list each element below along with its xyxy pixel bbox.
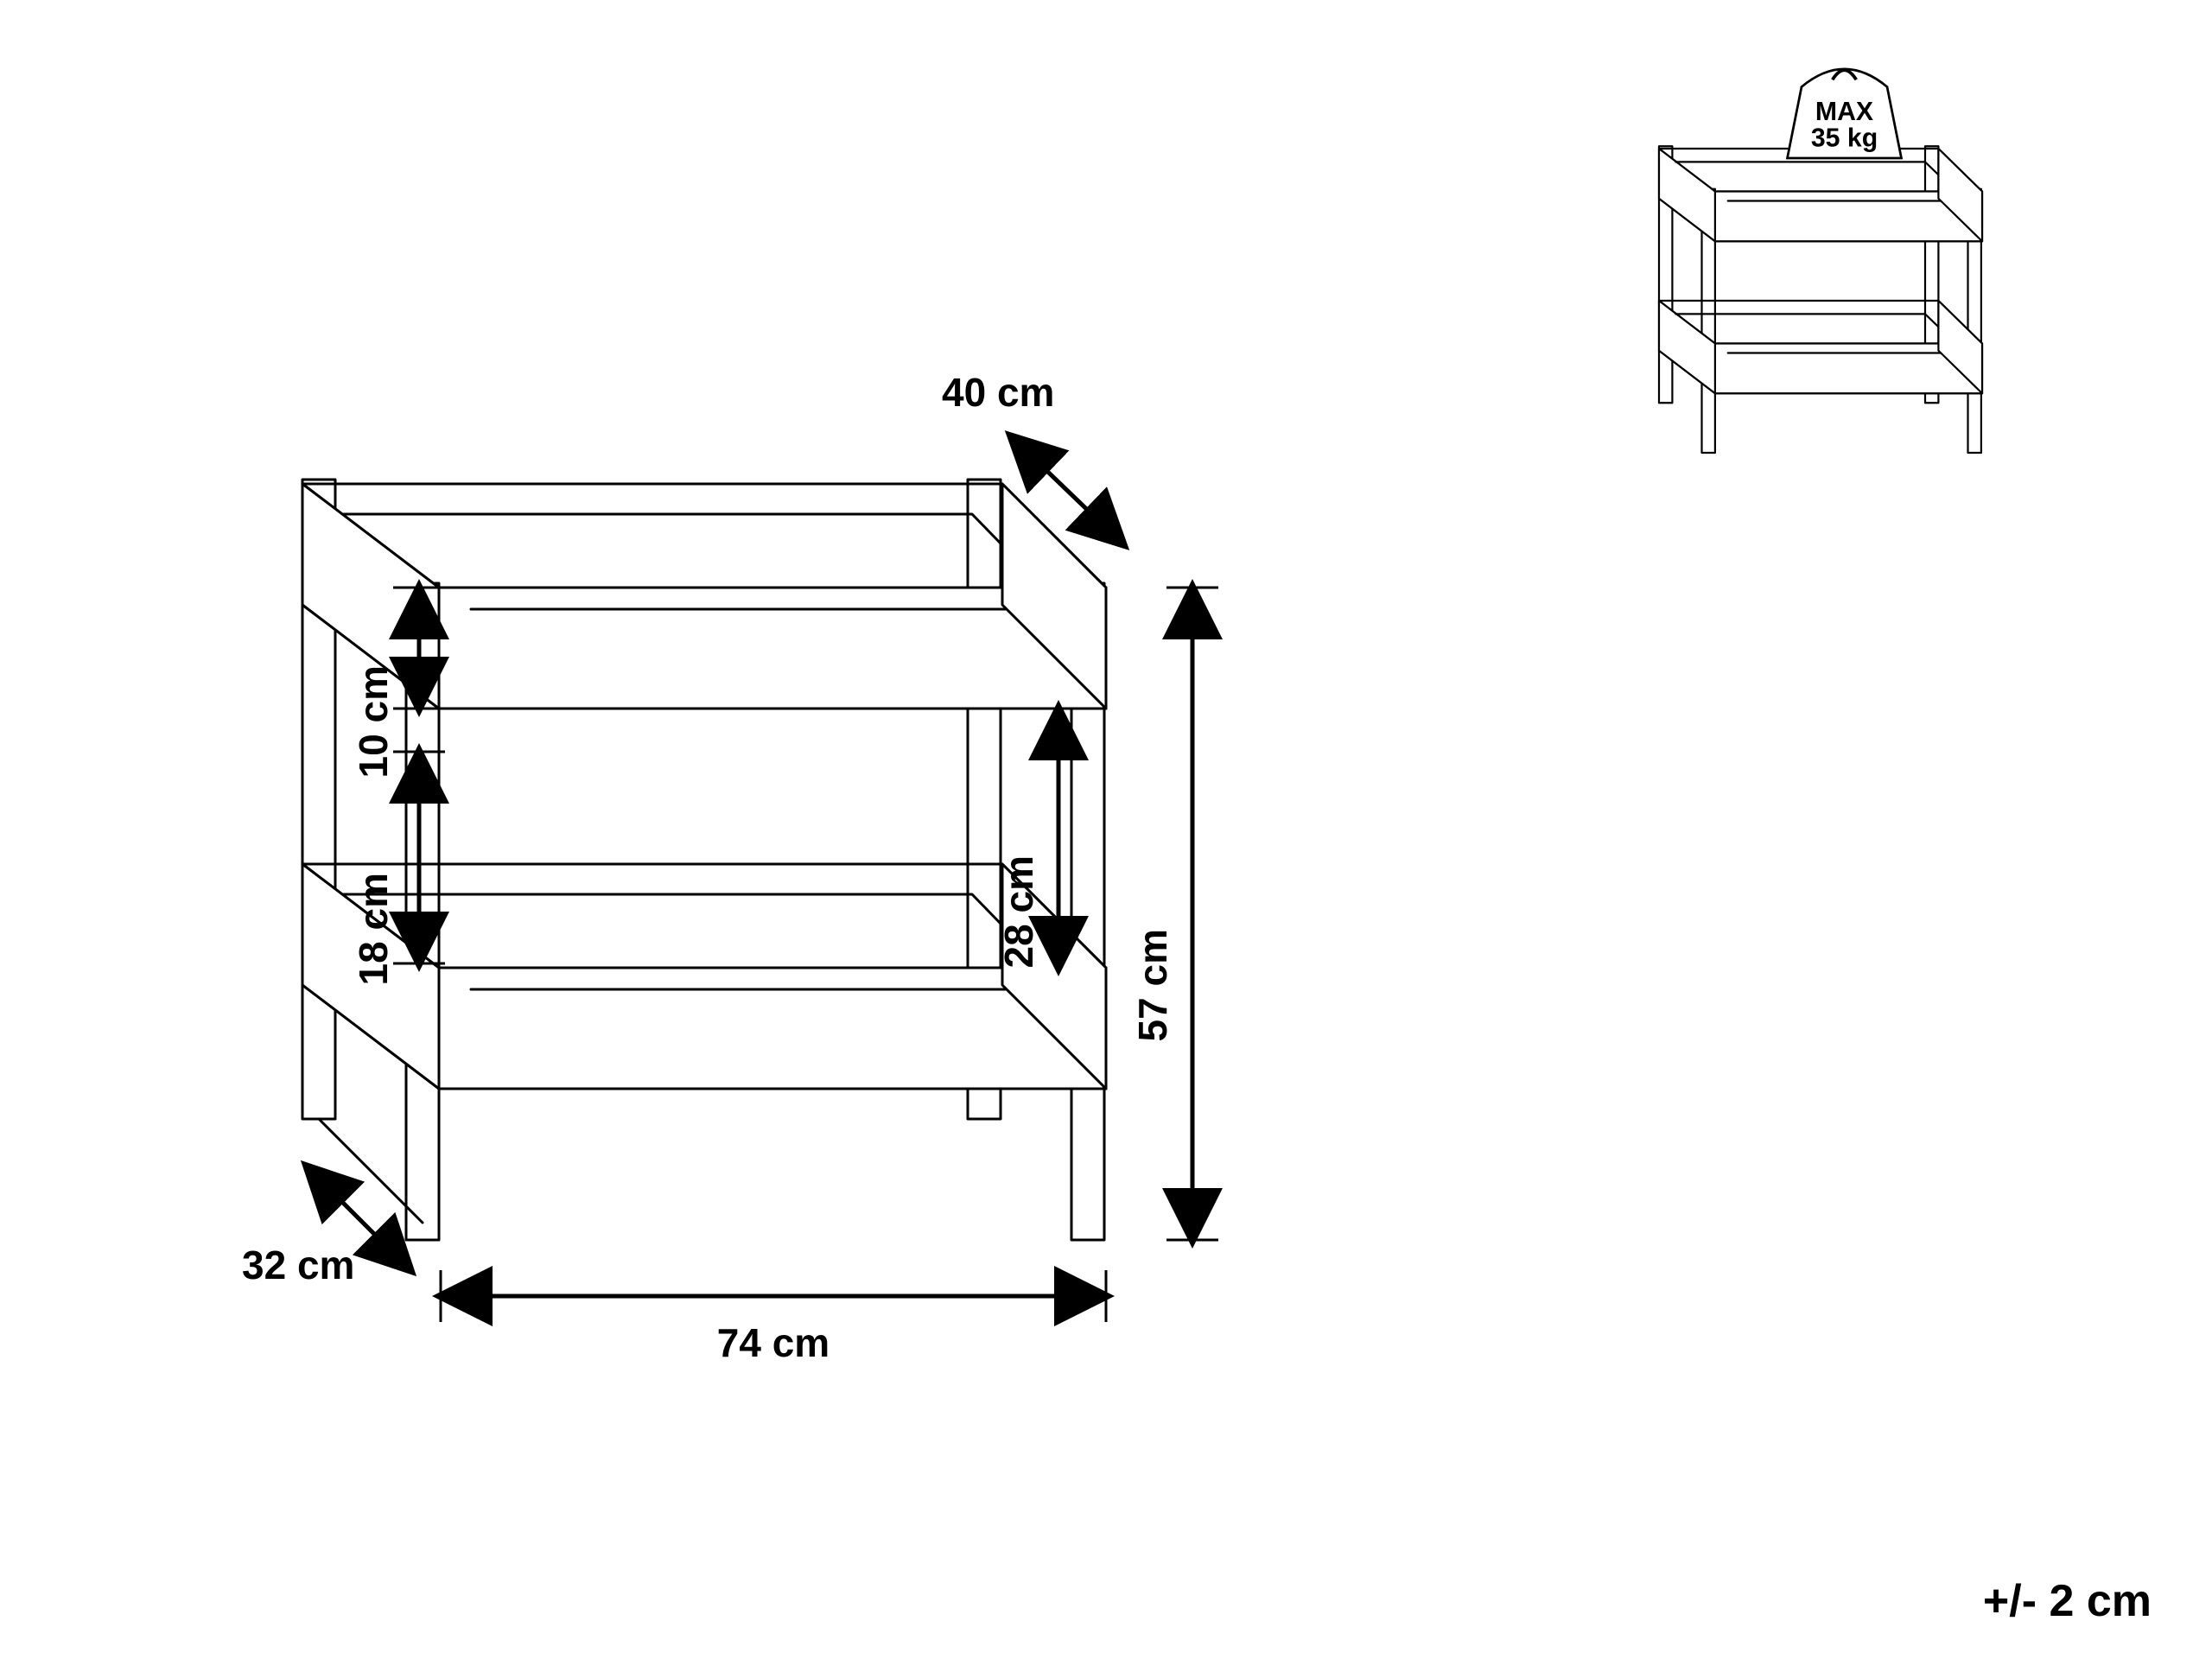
dim-width-label: 74 cm bbox=[717, 1320, 830, 1365]
dimension-svg: 40 cm 10 cm 18 cm 28 cm 57 cm 32 cm 74 c… bbox=[0, 0, 2212, 1659]
diagram-stage: 40 cm 10 cm 18 cm 28 cm 57 cm 32 cm 74 c… bbox=[0, 0, 2212, 1659]
dim-gap-height-label: 18 cm bbox=[351, 873, 396, 985]
dim-total-height: 57 cm bbox=[1130, 588, 1218, 1240]
weight-max-label: MAX bbox=[1815, 98, 1873, 126]
dim-shelf-gap-label: 28 cm bbox=[996, 855, 1041, 968]
weight-callout-figure: MAX 35 kg bbox=[1659, 69, 1982, 453]
dim-depth-top-label: 40 cm bbox=[942, 370, 1054, 415]
dim-leg-depth-label: 32 cm bbox=[242, 1243, 354, 1287]
main-furniture-outline bbox=[302, 480, 1106, 1240]
dim-tray-height-label: 10 cm bbox=[351, 665, 396, 778]
dim-total-height-label: 57 cm bbox=[1130, 929, 1175, 1041]
weight-icon: MAX 35 kg bbox=[1788, 69, 1902, 158]
weight-value-label: 35 kg bbox=[1811, 124, 1878, 152]
dim-width: 74 cm bbox=[441, 1270, 1106, 1365]
tolerance-label: +/- 2 cm bbox=[1983, 1576, 2152, 1626]
